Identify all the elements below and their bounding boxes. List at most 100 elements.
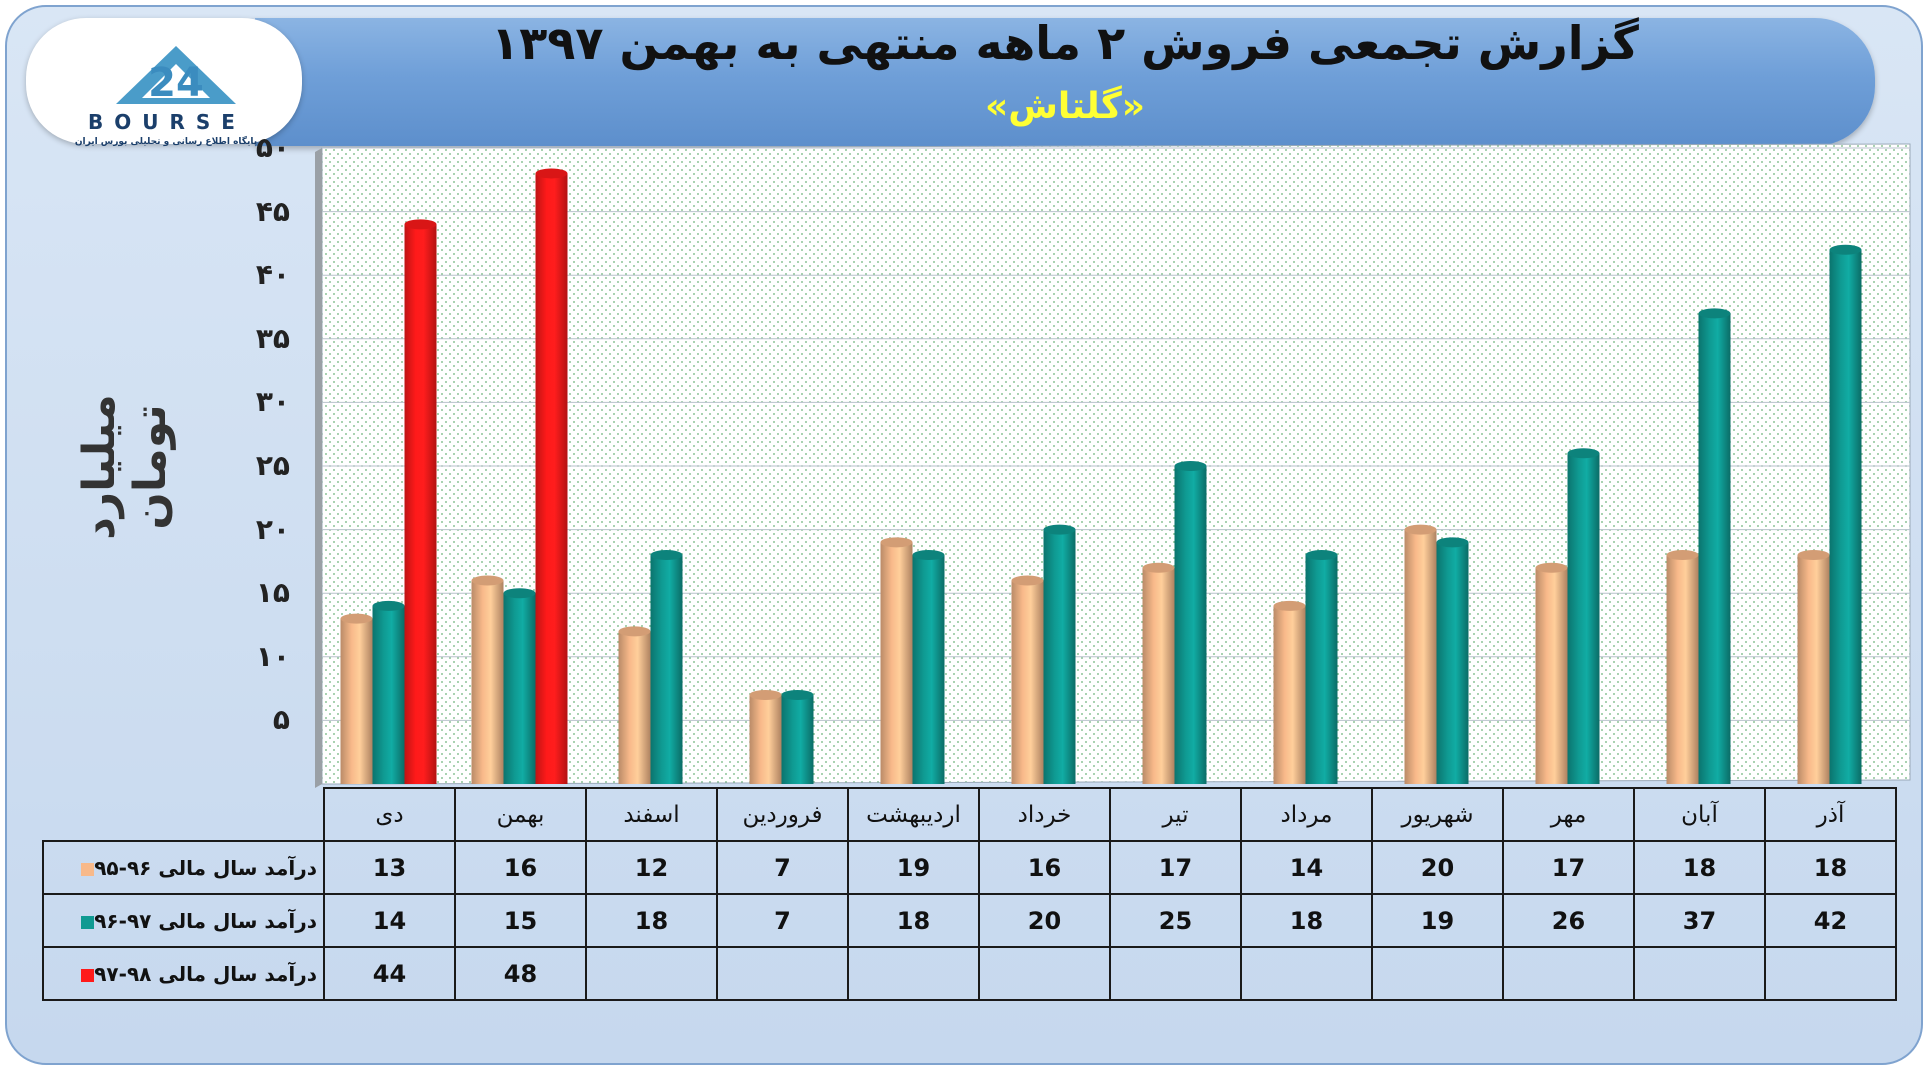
legend-label: درآمد سال مالی ۹۸-۹۷ <box>94 961 317 986</box>
bar <box>1174 461 1207 784</box>
bourse24-logo-icon: 24 BOURSE پایگاه اطلاع رسانی و تحلیلی بو… <box>26 18 302 147</box>
bar-body <box>912 555 945 784</box>
bars <box>340 168 1862 784</box>
y-tick-label: ۲۵ <box>255 449 290 482</box>
bar-body <box>1567 453 1600 784</box>
bar-body <box>1535 567 1568 784</box>
y-tick-label: ۴۰ <box>255 258 290 292</box>
data-label <box>1764 946 1897 1001</box>
bar-cap <box>1567 448 1600 459</box>
bar <box>749 689 782 784</box>
category-label: مرداد <box>1240 787 1373 842</box>
data-table: دی بهمن اسفند فروردین اردیبهشت خرداد تیر مرداد ش… <box>42 787 1897 1001</box>
data-label: 14 <box>1240 840 1373 895</box>
legend-label: درآمد سال مالی ۹۶-۹۵ <box>94 855 317 880</box>
category-label: اردیبهشت <box>847 787 980 842</box>
bar <box>1797 550 1830 784</box>
bar <box>912 550 945 784</box>
data-label: 16 <box>978 840 1111 895</box>
data-label <box>585 946 718 1001</box>
legend-label: درآمد سال مالی ۹۷-۹۶ <box>94 908 317 933</box>
chart-subtitle: «گلتاش» <box>984 86 1146 127</box>
bar-cap <box>1797 550 1830 561</box>
bar-cap <box>1436 537 1469 548</box>
category-label: آذر <box>1764 787 1897 842</box>
y-tick-label: ۵۰ <box>255 131 290 164</box>
table-row: درآمد سال مالی ۹۸-۹۷ 44 48 <box>42 946 1897 1001</box>
table-header-row: دی بهمن اسفند فروردین اردیبهشت خرداد تیر مرداد ش… <box>43 787 1897 842</box>
legend-swatch <box>81 915 95 929</box>
y-tick-label: ۳۰ <box>255 385 290 419</box>
bar-body <box>1011 580 1044 784</box>
data-label: 20 <box>978 893 1111 948</box>
bar-cap <box>1698 308 1731 319</box>
data-label: 18 <box>1633 840 1766 895</box>
bar-cap <box>650 550 683 561</box>
data-label: 17 <box>1502 840 1635 895</box>
bar-body <box>471 580 504 784</box>
data-label <box>1633 946 1766 1001</box>
category-label: تیر <box>1109 787 1242 842</box>
data-label: 25 <box>1109 893 1242 948</box>
bar <box>618 626 651 784</box>
data-label <box>1502 946 1635 1001</box>
bar-cap <box>749 689 782 700</box>
data-label: 42 <box>1764 893 1897 948</box>
category-label: شهریور <box>1371 787 1504 842</box>
data-label <box>1240 946 1373 1001</box>
bar <box>1698 308 1731 784</box>
bar-body <box>618 631 651 784</box>
bar-body <box>372 605 405 784</box>
logo-word: BOURSE <box>88 110 246 134</box>
legend-entry: درآمد سال مالی ۹۷-۹۶ <box>42 893 325 948</box>
bar-cap <box>535 168 568 179</box>
bar-body <box>535 173 568 784</box>
data-label: 16 <box>454 840 587 895</box>
bar <box>1142 562 1175 784</box>
bar-cap <box>340 613 373 624</box>
y-tick-label: ۵ <box>272 703 290 737</box>
bar-body <box>1666 555 1699 784</box>
table-corner <box>43 788 325 842</box>
data-label: 18 <box>585 893 718 948</box>
legend-swatch <box>81 862 95 876</box>
bar <box>1666 550 1699 784</box>
bar-cap <box>1142 562 1175 573</box>
logo-caption: پایگاه اطلاع رسانی و تحلیلی بورس ایران <box>74 137 258 147</box>
bar <box>1043 524 1076 784</box>
data-label: 19 <box>847 840 980 895</box>
y-tick-label: ۱۵ <box>255 576 290 610</box>
bar-cap <box>880 537 913 548</box>
bar-cap <box>618 626 651 637</box>
gridlines <box>322 147 1910 721</box>
data-label: 7 <box>716 840 849 895</box>
bar-body <box>1829 249 1862 784</box>
bar-cap <box>471 575 504 586</box>
bar <box>1436 537 1469 784</box>
category-label: فروردین <box>716 787 849 842</box>
title-banner <box>255 18 1875 146</box>
bar-cap <box>912 550 945 561</box>
logo-numeral: 24 <box>148 60 204 106</box>
y-tick-label: ۴۵ <box>255 194 290 228</box>
data-label <box>1109 946 1242 1001</box>
bar <box>880 537 913 784</box>
bar-body <box>1273 605 1306 784</box>
bar-cap <box>1273 600 1306 611</box>
bar-cap <box>1404 524 1437 535</box>
data-label: 12 <box>585 840 718 895</box>
bar <box>781 689 814 784</box>
data-label: 17 <box>1109 840 1242 895</box>
y-tick-label: ۲۰ <box>255 512 290 546</box>
bar-body <box>1797 555 1830 784</box>
bar-body <box>1436 542 1469 784</box>
logo-graphic: 24 <box>116 46 236 106</box>
bar-body <box>340 618 373 784</box>
category-label: آبان <box>1633 787 1766 842</box>
bar-body <box>880 542 913 784</box>
data-label: 19 <box>1371 893 1504 948</box>
bar <box>1011 575 1044 784</box>
bar-cap <box>781 689 814 700</box>
bar <box>535 168 568 784</box>
